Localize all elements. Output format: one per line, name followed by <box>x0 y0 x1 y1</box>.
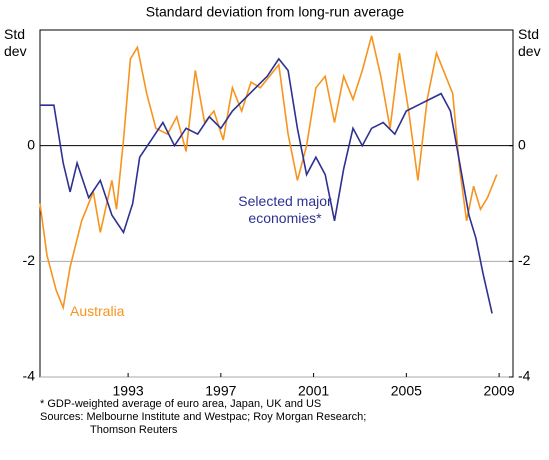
footnote: Sources: Melbourne Institute and Westpac… <box>40 411 367 423</box>
series-label: Selected major economies* <box>238 193 332 226</box>
y-axis-label: Std dev <box>4 26 27 59</box>
y2-tick-label: -4 <box>518 368 531 384</box>
x-tick-label: 2001 <box>298 383 329 399</box>
x-tick-label: 1993 <box>113 383 144 399</box>
footnote: * GDP-weighted average of euro area, Jap… <box>40 398 322 410</box>
y2-axis-label: Std dev <box>518 26 541 59</box>
y2-tick-label: 0 <box>518 136 526 152</box>
series-line <box>39 35 498 311</box>
x-tick-label: 1997 <box>205 383 236 399</box>
y2-tick-label: -2 <box>518 252 531 268</box>
x-tick-label: 2009 <box>484 383 515 399</box>
footnote: Thomson Reuters <box>90 424 178 436</box>
y-tick-label: 0 <box>27 136 35 152</box>
series-label: Australia <box>70 303 125 319</box>
series-line <box>40 57 493 314</box>
x-tick-label: 2005 <box>391 383 422 399</box>
chart-title: Standard deviation from long-run average <box>146 4 405 20</box>
y-tick-label: -4 <box>23 368 36 384</box>
y-tick-label: -2 <box>23 252 36 268</box>
